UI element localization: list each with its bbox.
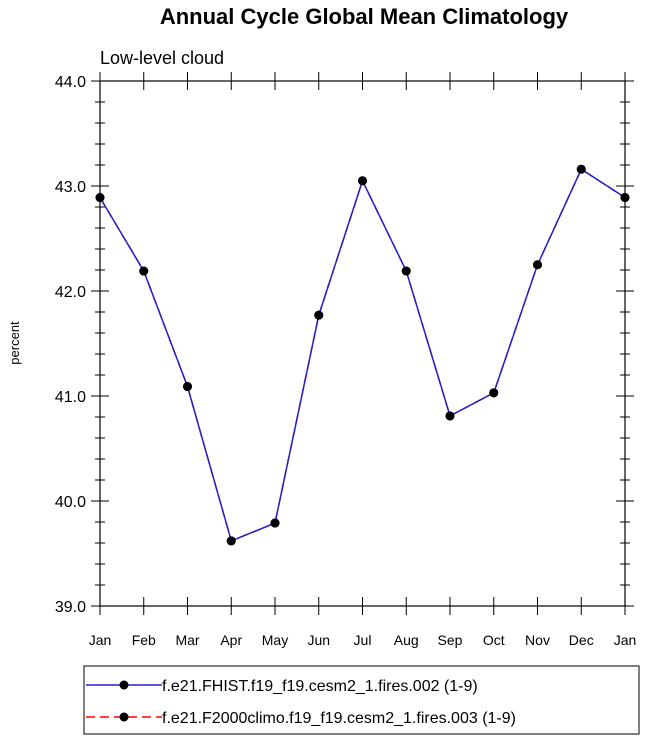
series-1-point: [489, 388, 499, 398]
x-tick-label: Sep: [438, 632, 463, 648]
series-1-point: [314, 310, 324, 320]
legend-label-series-1: f.e21.FHIST.f19_f19.cesm2_1.fires.002 (1…: [162, 678, 478, 695]
series-1-point: [358, 176, 367, 186]
series-layer: [95, 164, 630, 546]
series-1-point: [533, 260, 542, 270]
x-tick-label: Dec: [569, 632, 594, 648]
y-tick-label: 44.0: [55, 74, 86, 91]
x-tick-label: Nov: [525, 632, 550, 648]
y-tick-label: 42.0: [55, 284, 86, 301]
y-tick-label: 39.0: [55, 599, 86, 616]
series-1-point: [576, 164, 586, 174]
x-tick-label: Jun: [307, 632, 330, 648]
series-2-line: [99, 168, 626, 542]
series-1-point: [183, 382, 192, 392]
x-tick-label: May: [262, 632, 288, 648]
series-1-point: [445, 411, 455, 421]
x-tick-label: Mar: [175, 632, 199, 648]
series-1-point: [226, 536, 236, 546]
y-axis-label: percent: [7, 321, 22, 365]
x-tick-label: Aug: [394, 632, 419, 648]
series-1-point: [95, 193, 105, 203]
series-1-line: [99, 168, 626, 542]
y-tick-label: 43.0: [55, 179, 86, 196]
x-tick-label: Oct: [483, 632, 505, 648]
plot-frame: [99, 80, 626, 607]
legend-label-series-2: f.e21.F2000climo.f19_f19.cesm2_1.fires.0…: [162, 710, 516, 727]
x-tick-label: Jan: [614, 632, 637, 648]
legend: f.e21.FHIST.f19_f19.cesm2_1.fires.002 (1…: [83, 665, 640, 735]
series-1-point: [139, 266, 149, 276]
series-1-point: [401, 266, 411, 276]
legend-box: [83, 665, 640, 735]
chart-subtitle: Low-level cloud: [100, 48, 224, 68]
series-1-point: [620, 193, 630, 203]
x-tick-label: Apr: [220, 632, 242, 648]
axes: 39.0 40.0 41.0 42.0 43.0 44.0 Jan Feb Mar Apr May J…: [55, 72, 636, 648]
x-tick-label: Jul: [354, 632, 372, 648]
legend-marker-series-1: [119, 680, 129, 690]
y-tick-label: 40.0: [55, 494, 86, 511]
x-tick-label: Jan: [89, 632, 112, 648]
series-1-point: [270, 518, 280, 528]
legend-marker-series-2: [119, 712, 129, 722]
chart-title: Annual Cycle Global Mean Climatology: [160, 4, 569, 29]
y-tick-label: 41.0: [55, 389, 86, 406]
x-tick-label: Feb: [132, 632, 156, 648]
